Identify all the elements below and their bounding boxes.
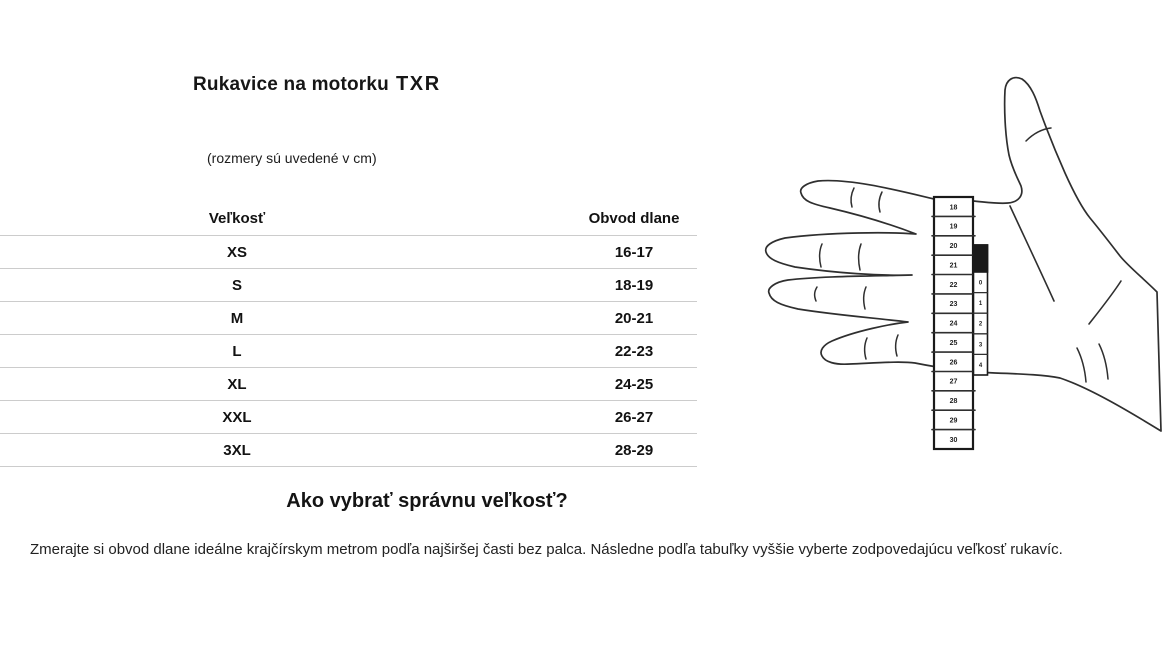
page-title-text: Rukavice na motorku [193, 74, 389, 95]
finger-crease [818, 243, 823, 268]
size-cell: XL [227, 375, 247, 393]
table-row: XXL 26-27 [0, 401, 697, 434]
size-cell: 3XL [223, 441, 251, 459]
how-to-heading: Ako vybrať správnu veľkosť? [286, 490, 568, 512]
finger-crease [863, 337, 868, 360]
tape-start-number: 1 [979, 301, 983, 307]
size-cell: XXL [222, 408, 252, 426]
wrist-crease [1076, 347, 1087, 383]
hand-creases [813, 127, 1122, 383]
tape-start-scale: 0 1 2 3 4 [979, 281, 983, 369]
tape-end-clip [972, 244, 989, 273]
tape-number: 24 [950, 321, 958, 328]
finger-crease [894, 334, 899, 357]
size-table: Veľkosť Obvod dlane XS 16-17 S 18-19 M 2… [0, 202, 697, 467]
measuring-instructions: Zmerajte si obvod dlane ideálne krajčírs… [30, 541, 1063, 558]
hypothenar-crease [1088, 280, 1122, 325]
size-cell: L [232, 342, 242, 360]
palm-cell: 26-27 [614, 408, 654, 426]
tape-start-divisions [972, 291, 989, 356]
tape-number: 18 [950, 204, 958, 211]
brand-name: TXR [395, 73, 441, 95]
column-header-palm-circumference: Obvod dlane [588, 210, 680, 227]
tape-number: 29 [950, 418, 958, 425]
tape-start-number: 0 [979, 281, 983, 287]
finger-crease [813, 286, 818, 302]
tape-number: 26 [950, 359, 958, 366]
tape-start-number: 4 [979, 363, 983, 369]
tape-number: 20 [950, 243, 958, 250]
tape-number: 28 [950, 398, 958, 405]
thumb-crease [1025, 127, 1052, 142]
finger-crease [878, 191, 883, 213]
size-cell: XS [226, 243, 247, 261]
palm-cell: 22-23 [614, 342, 654, 360]
tape-number: 19 [950, 224, 958, 231]
hand-illustration: 18 19 20 21 22 23 24 25 26 27 28 29 30 [740, 60, 1175, 480]
table-row: S 18-19 [0, 269, 697, 302]
tape-number: 27 [950, 379, 958, 386]
thenar-crease [1009, 205, 1055, 302]
tape-number: 21 [950, 262, 958, 269]
palm-cell: 18-19 [614, 276, 654, 294]
table-row: 3XL 28-29 [0, 434, 697, 467]
tape-measure: 18 19 20 21 22 23 24 25 26 27 28 29 30 [931, 195, 989, 451]
finger-crease [862, 286, 867, 310]
finger-crease [850, 187, 855, 208]
palm-cell: 16-17 [614, 243, 654, 261]
hand-outline [764, 76, 1162, 432]
tape-number: 22 [950, 282, 958, 289]
table-row: XL 24-25 [0, 368, 697, 401]
table-row: L 22-23 [0, 335, 697, 368]
table-row: M 20-21 [0, 302, 697, 335]
palm-cell: 20-21 [614, 309, 654, 327]
size-cell: S [231, 276, 242, 294]
tape-start-strip: 0 1 2 3 4 [972, 244, 989, 376]
page-title: Rukavice na motorku TXR [193, 73, 441, 96]
palm-cell: 28-29 [614, 441, 654, 459]
wrist-crease [1098, 343, 1109, 380]
hand-measuring-tape-drawing: 18 19 20 21 22 23 24 25 26 27 28 29 30 [764, 76, 1162, 451]
table-header-row: Veľkosť Obvod dlane [0, 202, 697, 236]
tape-scale: 18 19 20 21 22 23 24 25 26 27 28 29 30 [950, 204, 958, 444]
tape-number: 30 [950, 437, 958, 444]
units-note: (rozmery sú uvedené v cm) [207, 150, 377, 166]
column-header-size: Veľkosť [208, 210, 266, 227]
tape-divisions [931, 215, 976, 431]
size-cell: M [230, 309, 244, 327]
tape-number: 23 [950, 301, 958, 308]
tape-number: 25 [950, 340, 958, 347]
palm-cell: 24-25 [614, 375, 654, 393]
finger-crease [857, 243, 862, 271]
table-row: XS 16-17 [0, 236, 697, 269]
tape-start-number: 2 [979, 322, 983, 328]
tape-start-number: 3 [979, 342, 983, 348]
